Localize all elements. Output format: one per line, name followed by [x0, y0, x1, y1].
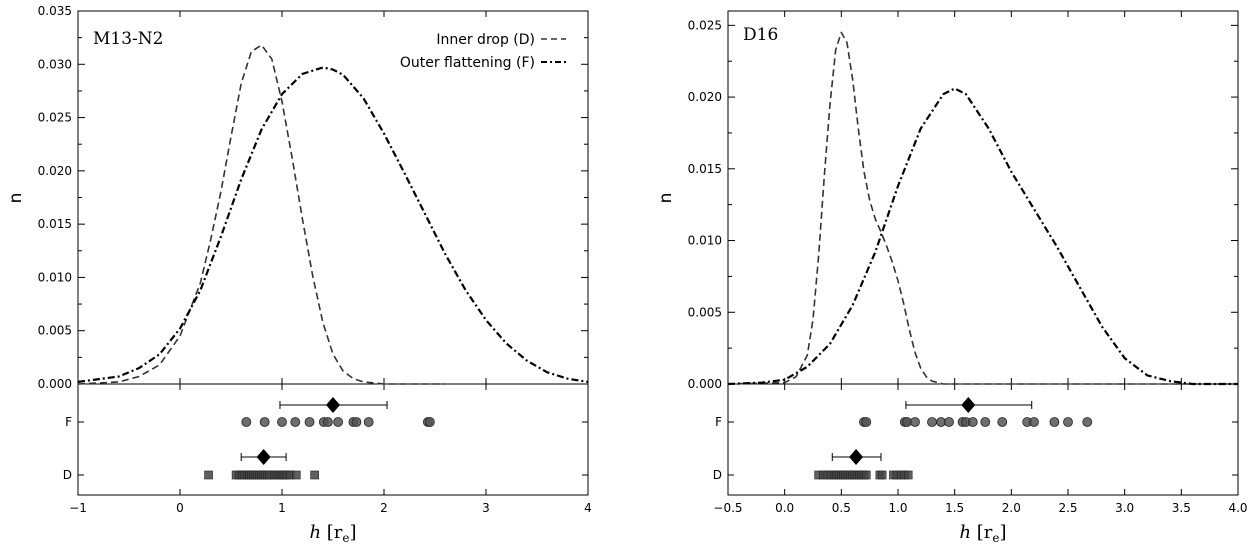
- f-point: [351, 417, 362, 427]
- y-tick-label: 0.010: [688, 234, 722, 248]
- series-outer-flattening-line: [727, 87, 1238, 386]
- y-tick-label: 0.000: [688, 377, 722, 391]
- f-point: [241, 417, 252, 427]
- strip-category-label: D: [713, 468, 722, 482]
- f-mean-marker: [326, 397, 340, 413]
- series-inner-drop-line: [77, 44, 446, 385]
- left-tick-labels: −1 0 1 2 3 4 0.000 0.005 0.010 0.015 0.020 0.025 0.0…: [38, 4, 592, 515]
- f-point: [944, 417, 954, 427]
- f-point: [980, 417, 991, 427]
- d-mean-marker: [256, 449, 271, 465]
- f-point: [1082, 417, 1093, 427]
- x-tick-label: 0.0: [775, 501, 794, 515]
- y-tick-label: 0.020: [688, 90, 722, 104]
- x-tick-label: 1: [278, 501, 286, 515]
- y-tick-label: 0.030: [38, 57, 72, 71]
- x-tick-label: 4.0: [1228, 501, 1247, 515]
- f-point: [290, 417, 301, 427]
- left-curves: [77, 44, 589, 385]
- x-tick-label: 0: [176, 501, 184, 515]
- x-tick-label: −1: [69, 501, 87, 515]
- d-point: [291, 470, 301, 480]
- y-tick-label: 0.020: [38, 164, 72, 178]
- d-point: [861, 470, 871, 480]
- right-y-axis-title: n: [656, 193, 676, 204]
- x-tick-label: 1.5: [945, 501, 964, 515]
- x-tick-label: 3: [482, 501, 490, 515]
- legend-label-outer-flattening: Outer flattening (F): [400, 55, 535, 71]
- x-tick-label: −0.5: [713, 501, 742, 515]
- f-mean-marker: [961, 397, 976, 413]
- f-point: [910, 417, 920, 427]
- y-tick-label: 0.010: [38, 270, 72, 284]
- d-point: [903, 470, 913, 480]
- y-tick-label: 0.015: [38, 217, 72, 231]
- y-tick-label: 0.015: [688, 162, 722, 176]
- f-point: [1029, 417, 1039, 427]
- d-mean-marker: [849, 449, 864, 465]
- left-strip-points: [204, 397, 435, 480]
- f-point: [277, 417, 287, 427]
- f-point: [997, 417, 1008, 427]
- y-tick-label: 0.005: [38, 324, 72, 338]
- right-strip-points: [814, 397, 1093, 480]
- y-tick-label: 0.025: [688, 18, 722, 32]
- left-x-axis-title: h [re]: [309, 522, 356, 545]
- left-y-axis-title: n: [6, 193, 26, 204]
- x-tick-label: 2: [380, 501, 388, 515]
- d-point: [877, 470, 887, 480]
- f-point: [333, 417, 344, 427]
- left-panel-title: M13-N2: [93, 29, 163, 49]
- right-curves: [727, 31, 1238, 386]
- right-panel-title: D16: [743, 25, 778, 45]
- strip-category-label: F: [715, 415, 722, 429]
- f-point: [424, 417, 435, 427]
- f-point: [861, 417, 872, 427]
- series-inner-drop-line: [727, 31, 1238, 385]
- left-ticks: [77, 10, 589, 495]
- x-tick-label: 4: [584, 501, 592, 515]
- f-point: [322, 417, 333, 427]
- y-tick-label: 0.005: [688, 305, 722, 319]
- legend-label-inner-drop: Inner drop (D): [436, 32, 535, 48]
- right-main-plot-area: [727, 10, 1239, 385]
- f-point: [1049, 417, 1060, 427]
- y-tick-label: 0.025: [38, 111, 72, 125]
- strip-category-label: D: [63, 468, 72, 482]
- x-tick-label: 3.5: [1172, 501, 1191, 515]
- x-tick-label: 3.0: [1115, 501, 1134, 515]
- left-main-plot-area: [77, 10, 589, 385]
- legend: Inner drop (D) Outer flattening (F): [400, 32, 566, 71]
- f-point: [259, 417, 270, 427]
- f-point: [363, 417, 374, 427]
- f-point: [927, 417, 937, 427]
- f-point: [1063, 417, 1073, 427]
- f-point: [967, 417, 978, 427]
- panel-left: −1 0 1 2 3 4 0.000 0.005 0.010 0.015 0.020 0.025 0.0…: [6, 4, 592, 545]
- right-strip-plot-area: [727, 383, 1239, 496]
- x-tick-label: 1.0: [888, 501, 907, 515]
- strip-category-label: F: [65, 415, 72, 429]
- right-x-axis-title: h [re]: [959, 522, 1006, 545]
- d-point: [204, 470, 213, 480]
- x-tick-label: 2.5: [1058, 501, 1077, 515]
- panel-right: −0.5 0.0 0.5 1.0 1.5 2.0 2.5 3.0 3.5 4.0 0.000 0.00…: [656, 10, 1248, 545]
- right-tick-labels: −0.5 0.0 0.5 1.0 1.5 2.0 2.5 3.0 3.5 4.0 0.000 0.00…: [688, 18, 1248, 515]
- f-point: [304, 417, 315, 427]
- y-tick-label: 0.000: [38, 377, 72, 391]
- d-point: [310, 470, 319, 480]
- x-tick-label: 0.5: [832, 501, 851, 515]
- y-tick-label: 0.035: [38, 4, 72, 18]
- x-tick-label: 2.0: [1002, 501, 1021, 515]
